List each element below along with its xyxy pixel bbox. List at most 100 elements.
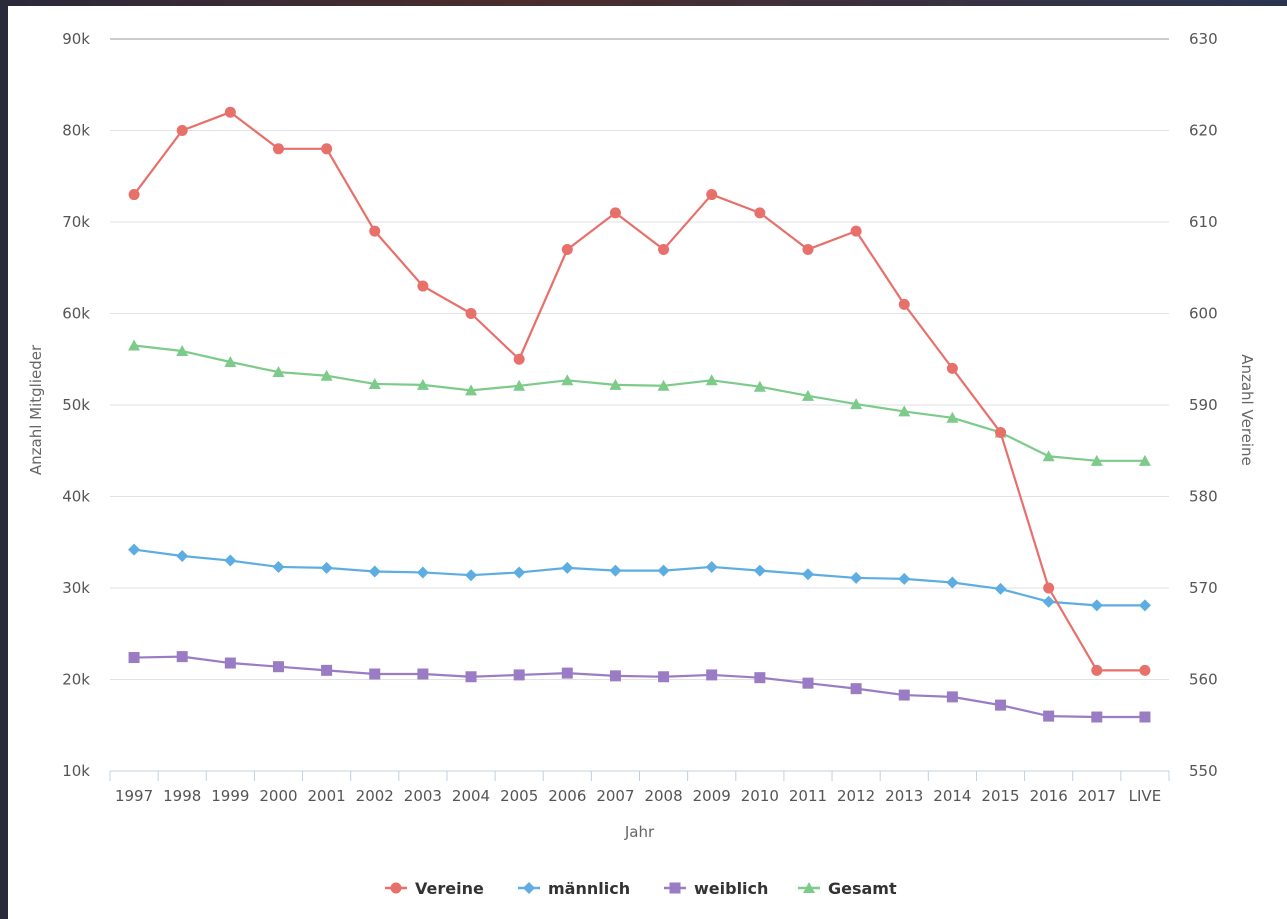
series-gesamt (128, 339, 1151, 466)
x-axis: 1997 1998 1999 2000 2001 2002 2003 2004 2005 2006… (109, 770, 1170, 805)
data-point (513, 353, 525, 365)
x-tick-label: 2009 (693, 787, 731, 805)
data-point (754, 207, 766, 219)
data-point (609, 564, 622, 577)
y-left-tick-label: 20k (62, 671, 90, 689)
legend-label: Gesamt (828, 879, 897, 898)
data-point (320, 561, 333, 574)
x-tick-label: LIVE (1129, 787, 1162, 805)
data-point (705, 560, 718, 573)
data-point (609, 207, 621, 219)
data-point (513, 669, 525, 681)
grid-lines (110, 38, 1169, 680)
data-point (272, 143, 284, 155)
y-axis-right-title: Anzahl Vereine (1238, 354, 1256, 466)
data-point (465, 308, 477, 319)
data-point (417, 668, 429, 680)
data-point (850, 571, 863, 584)
series-m-nnlich (128, 543, 1151, 612)
data-point (658, 671, 670, 683)
x-tick-label: 1999 (211, 787, 249, 805)
data-point (1090, 454, 1103, 466)
data-point (561, 561, 574, 574)
y-axis-left: 10k 20k 30k 40k 50k 60k 70k 80k 90k (62, 30, 90, 780)
x-tick-label: 2007 (596, 787, 634, 805)
data-point (272, 661, 284, 673)
data-point (176, 125, 188, 136)
legend: Vereine männlich weiblich Gesamt (385, 879, 897, 898)
data-point (224, 355, 237, 367)
y-right-tick-label: 600 (1189, 305, 1218, 323)
data-point (561, 667, 573, 679)
y-left-tick-label: 60k (62, 305, 90, 323)
data-point (802, 243, 814, 255)
data-point (801, 568, 814, 581)
x-tick-label: 2015 (981, 787, 1019, 805)
data-point (465, 569, 478, 582)
legend-item[interactable]: weiblich (664, 879, 768, 898)
data-point (609, 670, 621, 682)
x-tick-label: 2011 (789, 787, 827, 805)
data-point (754, 672, 766, 684)
y-left-tick-label: 10k (62, 762, 90, 780)
data-point (994, 582, 1007, 595)
data-point (320, 369, 333, 381)
y-right-tick-label: 560 (1189, 671, 1218, 689)
data-point (321, 664, 333, 676)
data-point (801, 389, 814, 401)
series-line (133, 111, 1145, 672)
x-tick-label: 2004 (452, 787, 490, 805)
x-tick-label: 2005 (500, 787, 538, 805)
legend-label: weiblich (694, 879, 768, 898)
data-point (850, 398, 863, 410)
data-point (513, 379, 526, 391)
data-point (753, 380, 766, 392)
data-point (706, 189, 718, 201)
data-point (368, 565, 381, 578)
y-right-tick-label: 550 (1189, 762, 1218, 780)
data-point (898, 572, 911, 585)
data-point (946, 576, 959, 589)
y-left-tick-label: 80k (62, 122, 90, 140)
data-point (946, 362, 958, 374)
data-point (1138, 454, 1151, 466)
data-point (224, 657, 236, 669)
y-left-tick-label: 90k (62, 30, 90, 48)
y-right-tick-label: 590 (1189, 396, 1218, 414)
legend-label: Vereine (415, 879, 484, 898)
series-group (128, 106, 1151, 723)
data-point (1090, 599, 1103, 612)
data-point (657, 379, 670, 391)
legend-item[interactable]: männlich (518, 879, 630, 898)
data-point (416, 378, 429, 390)
x-tick-label: 2008 (644, 787, 682, 805)
x-tick-label: 2001 (308, 787, 346, 805)
data-point (753, 564, 766, 577)
y-left-tick-label: 30k (62, 579, 90, 597)
data-point (369, 225, 381, 237)
data-point (561, 243, 573, 255)
data-point (898, 405, 911, 417)
legend-item[interactable]: Vereine (385, 879, 484, 898)
x-tick-label: 2012 (837, 787, 875, 805)
data-point (898, 298, 910, 310)
data-point (416, 566, 429, 579)
x-tick-label: 2016 (1030, 787, 1068, 805)
data-point (465, 671, 477, 683)
x-tick-label: 1997 (115, 787, 153, 805)
data-point (995, 426, 1007, 438)
x-axis-title: Jahr (624, 823, 655, 841)
legend-label: männlich (548, 879, 630, 898)
y-left-tick-label: 50k (62, 396, 90, 414)
data-point (128, 543, 141, 556)
data-point (1042, 450, 1055, 462)
data-point (946, 691, 958, 703)
data-point (417, 280, 429, 292)
data-point (658, 243, 670, 255)
data-point (224, 554, 237, 567)
legend-item[interactable]: Gesamt (798, 879, 897, 898)
data-point (1139, 711, 1151, 723)
chart-panel: 1997 1998 1999 2000 2001 2002 2003 2004 2005 2006… (8, 6, 1287, 919)
data-point (176, 549, 189, 562)
x-tick-label: 2010 (741, 787, 779, 805)
